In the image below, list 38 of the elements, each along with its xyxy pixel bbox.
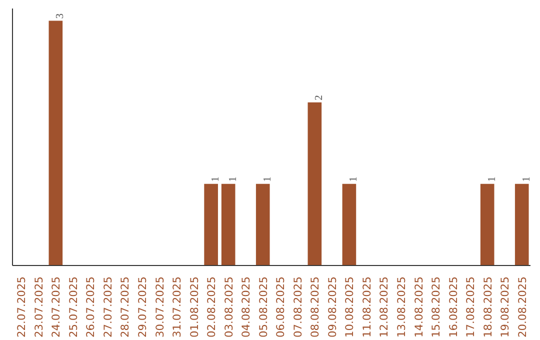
data-label: 1 [210,176,222,182]
x-tick-label: 16.08.2025 [446,276,460,338]
x-tick-label: 23.07.2025 [32,276,46,338]
x-tick-label: 20.08.2025 [516,276,529,338]
x-tick-label: 09.08.2025 [326,276,339,338]
x-tick-label: 04.08.2025 [240,276,253,338]
data-label: 1 [262,176,274,182]
x-tick-label: 31.07.2025 [170,276,184,338]
x-tick-label: 22.07.2025 [15,276,28,338]
x-tick-label: 25.07.2025 [66,276,80,338]
data-label: 3 [55,13,66,19]
x-tick-label: 26.07.2025 [84,276,98,338]
x-tick-label: 05.08.2025 [256,276,270,338]
x-tick-label: 30.07.2025 [153,276,166,338]
x-tick-label: 27.07.2025 [101,276,114,338]
x-tick-label: 18.08.2025 [481,276,494,338]
x-tick-label: 19.08.2025 [498,276,512,338]
x-tick-label: 10.08.2025 [343,276,356,338]
data-label: 1 [486,176,498,182]
x-tick-label: 14.08.2025 [412,276,426,338]
x-tick-label: 11.08.2025 [360,276,374,338]
data-label: 1 [521,176,532,182]
x-tick-label: 28.07.2025 [118,276,132,338]
x-tick-label: 02.08.2025 [205,276,218,338]
x-tick-label: 08.08.2025 [308,276,322,338]
x-tick-label: 07.08.2025 [291,276,304,338]
x-tick-label: 17.08.2025 [464,276,478,338]
x-tick-label: 24.07.2025 [50,276,63,338]
x-tick-label: 29.07.2025 [136,276,149,338]
data-label: 1 [348,176,360,182]
x-tick-label: 13.08.2025 [395,276,408,338]
data-label: 1 [228,176,239,182]
x-tick-label: 01.08.2025 [188,276,201,338]
x-tick-label: 12.08.2025 [378,276,391,338]
x-tick-label: 03.08.2025 [222,276,236,338]
x-tick-label: 06.08.2025 [274,276,288,338]
data-label: 2 [314,94,326,100]
x-tick-label: 15.08.2025 [430,276,443,338]
